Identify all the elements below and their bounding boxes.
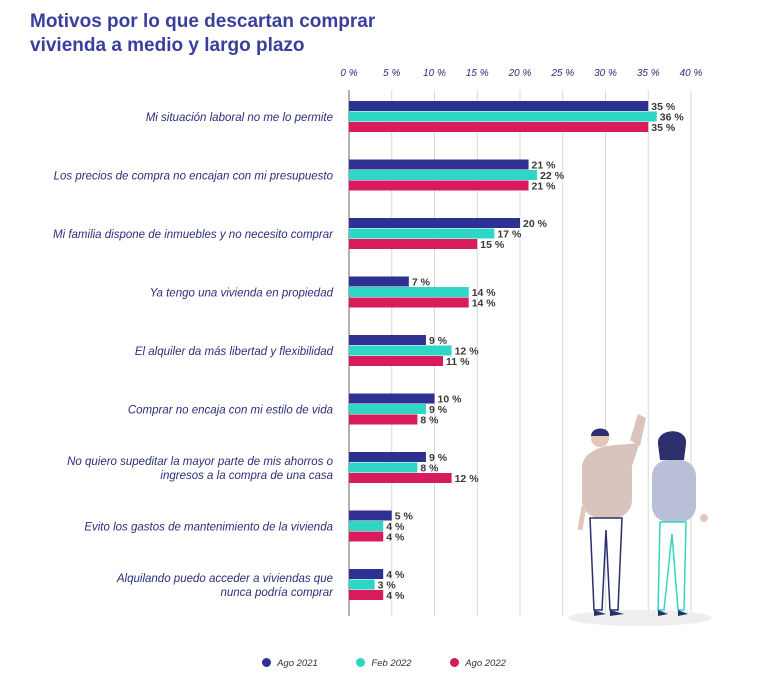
- bar: [349, 414, 418, 425]
- bar: [349, 510, 392, 521]
- bar: [349, 521, 384, 531]
- bar: [349, 569, 384, 579]
- bar-value-label: 5 %: [395, 511, 414, 523]
- bar-value-label: 9 %: [429, 452, 448, 464]
- category-label: Ya tengo una vivienda en propiedad: [150, 287, 334, 299]
- legend-label: Ago 2021: [277, 658, 318, 669]
- bar-value-label: 36 %: [660, 112, 685, 124]
- x-tick-label: 40 %: [680, 68, 703, 79]
- bar-value-label: 12 %: [455, 346, 480, 358]
- bar-value-label: 21 %: [532, 160, 557, 172]
- bar: [349, 531, 384, 542]
- bar-value-label: 9 %: [429, 404, 448, 416]
- bar: [349, 218, 520, 228]
- bar: [349, 462, 418, 473]
- bars: [349, 101, 657, 600]
- bar: [349, 297, 469, 308]
- category-label: Alquilando puedo acceder a viviendas que…: [116, 573, 334, 599]
- category-label: Los precios de compra no encajan con mi …: [54, 170, 334, 182]
- bar-value-label: 10 %: [438, 394, 463, 406]
- bar: [349, 356, 444, 366]
- bar: [349, 276, 409, 287]
- bar-value-label: 14 %: [472, 298, 497, 310]
- category-label: No quiero supeditar la mayor parte de mi…: [67, 456, 334, 482]
- bar-value-label: 9 %: [429, 335, 448, 347]
- category-label: Mi familia dispone de inmuebles y no nec…: [53, 229, 334, 241]
- bar-value-label: 22 %: [540, 170, 565, 182]
- bar-value-label: 4 %: [386, 569, 405, 581]
- chart-title: Motivos por lo que descartan comprar viv…: [30, 11, 376, 56]
- bar: [349, 170, 538, 180]
- bar: [349, 239, 478, 249]
- bar-value-label: 14 %: [472, 287, 497, 299]
- legend-label: Feb 2022: [371, 658, 412, 669]
- x-tick-label: 5 %: [383, 68, 400, 79]
- bar-value-label: 15 %: [480, 239, 505, 251]
- bar: [349, 335, 426, 345]
- x-tick-label: 35 %: [637, 68, 660, 79]
- bar: [349, 579, 375, 590]
- bar: [349, 393, 435, 404]
- x-tick-label: 20 %: [508, 68, 532, 79]
- bar-value-label: 4 %: [386, 521, 405, 533]
- bar-value-label: 11 %: [446, 356, 470, 368]
- bar: [349, 473, 452, 483]
- category-label: El alquiler da más libertad y flexibilid…: [135, 346, 334, 358]
- bar: [349, 452, 426, 462]
- category-label: Mi situación laboral no me lo permite: [146, 112, 333, 124]
- bar-value-label: 21 %: [532, 181, 557, 193]
- bar: [349, 228, 495, 239]
- bar: [349, 590, 384, 600]
- bar: [349, 404, 426, 414]
- bar-value-label: 35 %: [651, 101, 676, 113]
- bar-value-label: 8 %: [420, 463, 439, 475]
- legend-item-feb-2022: Feb 2022: [356, 658, 412, 669]
- bar-value-label: 8 %: [420, 415, 439, 427]
- bar-value-label: 35 %: [651, 122, 676, 134]
- bar: [349, 101, 649, 111]
- x-tick-label: 30 %: [594, 68, 617, 79]
- x-tick-label: 0 %: [340, 68, 357, 79]
- bar-value-label: 4 %: [386, 590, 405, 602]
- category-label: Comprar no encaja con mi estilo de vida: [128, 404, 333, 416]
- legend-item-ago-2022: Ago 2022: [450, 658, 506, 669]
- x-tick-label: 15 %: [466, 68, 489, 79]
- bar-value-label: 3 %: [378, 580, 397, 592]
- legend: Ago 2021 Feb 2022 Ago 2022: [0, 658, 768, 669]
- bar-value-label: 12 %: [455, 473, 480, 485]
- bar: [349, 159, 529, 170]
- bar-value-label: 4 %: [386, 532, 405, 544]
- bar: [349, 180, 529, 191]
- bar-chart: 0 % 5 % 10 % 15 % 20 % 25 % 30 % 35 % 40 % Mi sit…: [53, 68, 703, 616]
- x-tick-label: 10 %: [423, 68, 446, 79]
- bar-value-label: 20 %: [523, 218, 548, 230]
- labels: 0 % 5 % 10 % 15 % 20 % 25 % 30 % 35 % 40 % Mi sit…: [53, 68, 702, 602]
- bar-value-label: 7 %: [412, 277, 431, 289]
- x-tick-label: 25 %: [550, 68, 574, 79]
- bar: [349, 287, 469, 297]
- bar: [349, 122, 649, 132]
- bar-value-label: 17 %: [497, 229, 522, 241]
- legend-item-ago-2021: Ago 2021: [262, 658, 318, 669]
- category-label: Evito los gastos de mantenimiento de la …: [84, 521, 333, 533]
- people-illustration: [568, 414, 712, 626]
- bar: [349, 345, 452, 356]
- bar: [349, 111, 657, 122]
- legend-label: Ago 2022: [465, 658, 506, 669]
